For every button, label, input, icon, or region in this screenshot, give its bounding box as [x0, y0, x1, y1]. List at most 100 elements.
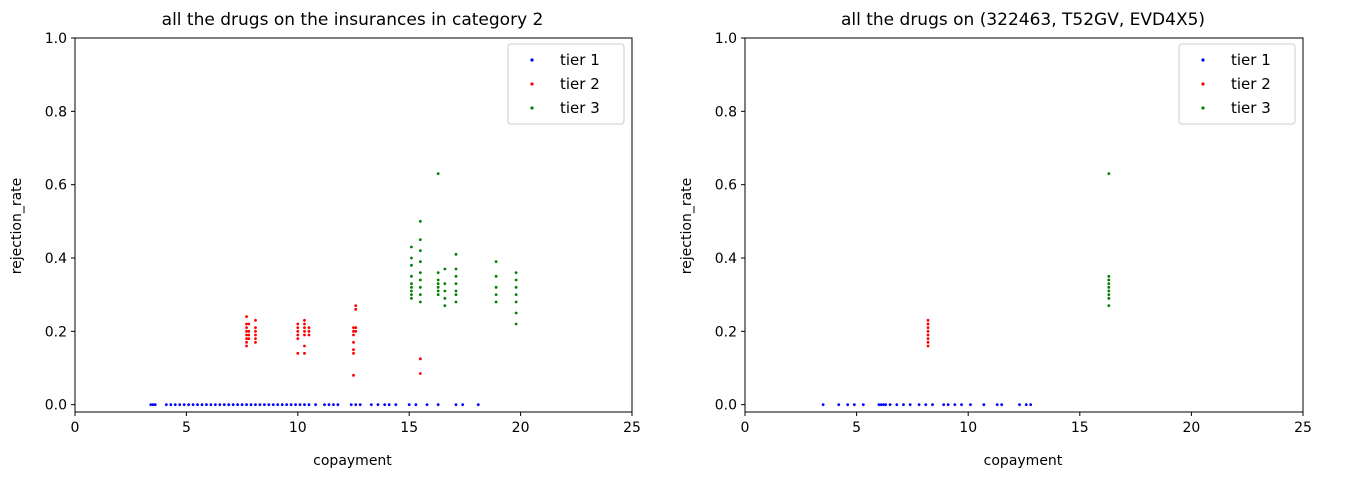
right-data-point: [1107, 296, 1111, 300]
right-legend-marker-tier-3: [1201, 106, 1205, 110]
left-data-point: [454, 274, 458, 278]
right-data-point: [960, 403, 963, 407]
left-data-point: [454, 282, 458, 286]
right-legend-label-tier-3: tier 3: [1231, 99, 1271, 117]
left-data-point: [425, 403, 429, 407]
left-x-tick-label: 10: [289, 420, 307, 436]
left-data-point: [245, 337, 248, 341]
left-data-point: [410, 256, 413, 260]
left-data-point: [436, 285, 440, 289]
left-series-tier-2: [245, 304, 422, 377]
right-data-point: [884, 403, 888, 407]
left-legend-entry-tier-3: tier 3: [530, 99, 600, 117]
right-legend-entry-tier-3: tier 3: [1201, 99, 1271, 117]
left-data-point: [514, 278, 518, 282]
left-data-point: [254, 326, 257, 330]
left-y-tick-label: 0.0: [45, 398, 67, 414]
left-data-point: [218, 403, 222, 407]
left-legend-label-tier-2: tier 2: [560, 75, 600, 93]
right-chart-title: all the drugs on (322463, T52GV, EVD4X5): [841, 10, 1205, 30]
left-data-point: [436, 278, 440, 282]
left-data-point: [178, 403, 182, 407]
left-data-point: [200, 403, 204, 407]
left-data-point: [476, 403, 480, 407]
right-y-tick-label: 0.4: [715, 251, 737, 267]
left-data-point: [245, 315, 248, 319]
left-x-tick-label: 5: [182, 420, 191, 436]
left-data-point: [514, 311, 518, 315]
right-data-point: [846, 403, 850, 407]
left-data-point: [358, 403, 362, 407]
right-data-point: [926, 337, 930, 341]
left-data-point: [205, 403, 208, 407]
left-data-point: [349, 403, 353, 407]
right-data-point: [926, 333, 930, 337]
left-data-point: [298, 403, 302, 407]
left-legend: tier 1 tier 2 tier 3: [507, 43, 625, 125]
left-data-point: [245, 329, 248, 333]
left-data-point: [414, 403, 418, 407]
left-data-point: [418, 300, 422, 304]
left-data-point: [418, 293, 422, 297]
right-data-point: [1107, 282, 1111, 286]
left-y-tick-label: 0.2: [45, 324, 67, 340]
right-x-tick-label: 5: [852, 420, 861, 436]
left-data-point: [196, 403, 199, 407]
right-plot-frame: [744, 37, 1304, 413]
right-legend-marker-tier-1: [1201, 58, 1205, 62]
left-data-point: [245, 333, 248, 337]
left-data-point: [191, 403, 195, 407]
left-data-point: [410, 285, 413, 289]
right-data-point: [946, 403, 950, 407]
left-data-point: [247, 337, 251, 341]
left-data-point: [418, 357, 422, 361]
right-y-axis-label: rejection_rate: [679, 178, 695, 275]
left-data-point: [254, 318, 257, 322]
right-data-point: [902, 403, 905, 407]
right-data-point: [1000, 403, 1004, 407]
left-data-point: [514, 300, 518, 304]
right-data-point: [926, 322, 930, 326]
left-data-point: [231, 403, 235, 407]
left-y-axis-label: rejection_rate: [9, 178, 25, 275]
left-data-point: [410, 289, 413, 293]
left-data-point: [514, 293, 518, 297]
left-data-point: [352, 329, 355, 333]
left-data-point: [336, 403, 340, 407]
left-data-point: [240, 403, 244, 407]
left-y-tick-label: 0.4: [45, 251, 67, 267]
right-x-tick-label: 15: [1071, 420, 1089, 436]
right-data-point: [917, 403, 921, 407]
right-data-point: [877, 403, 881, 407]
left-data-point: [383, 403, 387, 407]
right-data-point: [852, 403, 856, 407]
right-x-tick-label: 20: [1182, 420, 1200, 436]
right-data-point: [1107, 274, 1111, 278]
right-y-tick-label: 0.8: [715, 104, 737, 120]
left-data-point: [296, 337, 300, 341]
right-data-point: [969, 403, 972, 407]
left-legend-label-tier-1: tier 1: [560, 51, 600, 69]
left-data-point: [307, 329, 311, 333]
left-data-point: [303, 403, 306, 407]
left-data-point: [247, 333, 251, 337]
left-data-point: [296, 333, 300, 337]
left-data-point: [254, 340, 257, 344]
right-legend-label-tier-1: tier 1: [1231, 51, 1271, 69]
left-data-point: [245, 326, 248, 330]
left-data-point: [222, 403, 226, 407]
left-data-point: [323, 403, 326, 407]
left-data-point: [354, 307, 358, 311]
left-data-point: [436, 289, 440, 293]
right-data-point: [924, 403, 928, 407]
left-data-point: [213, 403, 217, 407]
left-data-point: [245, 403, 248, 407]
left-data-point: [410, 293, 413, 297]
right-subplot: all the drugs on (322463, T52GV, EVD4X5)…: [679, 10, 1312, 469]
right-data-point: [931, 403, 934, 407]
right-data-point: [821, 403, 825, 407]
left-data-point: [443, 282, 447, 286]
right-x-tick-label: 25: [1294, 420, 1312, 436]
left-data-point: [494, 274, 498, 278]
